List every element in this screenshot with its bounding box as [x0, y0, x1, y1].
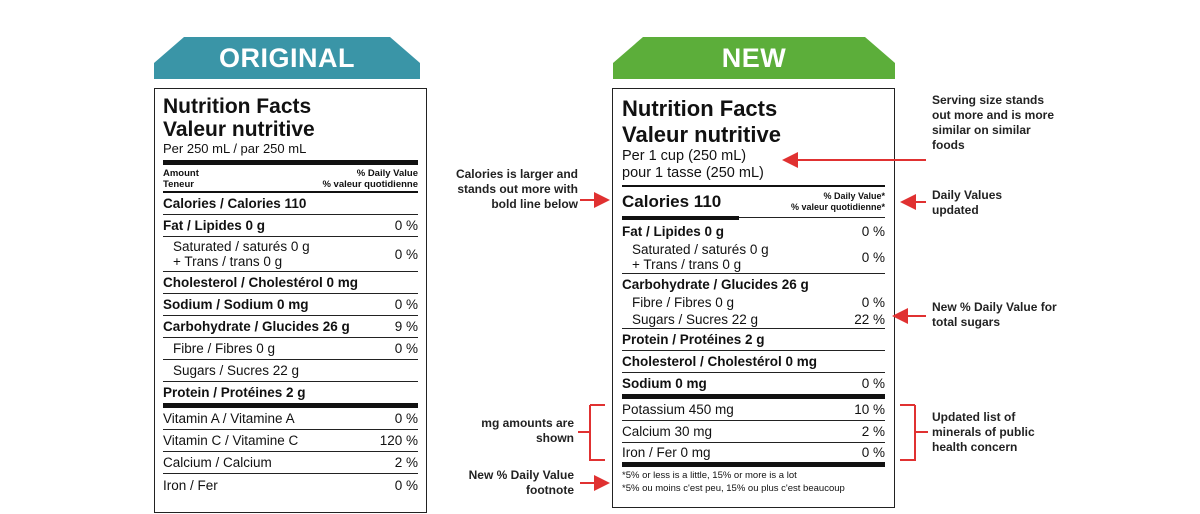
- new-row-iron: Iron / Fer 0 mg 0 %: [622, 443, 885, 467]
- original-calories: Calories / Calories 110: [163, 193, 418, 215]
- annotation-minerals: Updated list of minerals of public healt…: [932, 410, 1052, 455]
- original-nutrition-label: Nutrition Facts Valeur nutritive Per 250…: [154, 88, 427, 513]
- annotation-footnote: New % Daily Value footnote: [430, 468, 574, 498]
- new-serving-en: Per 1 cup (250 mL): [622, 148, 885, 165]
- new-serving-fr: pour 1 tasse (250 mL): [622, 165, 885, 187]
- new-title-fr: Valeur nutritive: [622, 122, 885, 148]
- new-footnote: *5% or less is a little, 15% or more is …: [622, 467, 885, 495]
- new-row-potassium: Potassium 450 mg 10 %: [622, 399, 885, 421]
- annotation-serving: Serving size stands out more and is more…: [932, 93, 1062, 153]
- original-row-vitamin-c: Vitamin C / Vitamine C 120 %: [163, 430, 418, 452]
- original-row-iron: Iron / Fer 0 %: [163, 474, 418, 496]
- annotation-dv: Daily Values updated: [932, 188, 1042, 218]
- original-row-calcium: Calcium / Calcium 2 %: [163, 452, 418, 474]
- new-row-saturated: Saturated / saturés 0 g + Trans / trans 0…: [622, 241, 885, 274]
- original-title-fr: Valeur nutritive: [163, 118, 418, 141]
- bracket-minerals-right: [900, 405, 915, 460]
- new-nutrition-label: Nutrition Facts Valeur nutritive Per 1 c…: [612, 88, 895, 508]
- annotation-calories: Calories is larger and stands out more w…: [450, 167, 578, 212]
- annotation-sugars: New % Daily Value for total sugars: [932, 300, 1072, 330]
- original-serving: Per 250 mL / par 250 mL: [163, 141, 418, 165]
- original-header-row: Amount Teneur % Daily Value% valeur quoti…: [163, 165, 418, 193]
- original-row-protein: Protein / Protéines 2 g: [163, 382, 418, 408]
- new-row-cholesterol: Cholesterol / Cholestérol 0 mg: [622, 351, 885, 373]
- new-row-protein: Protein / Protéines 2 g: [622, 329, 885, 351]
- original-row-sodium: Sodium / Sodium 0 mg 0 %: [163, 294, 418, 316]
- new-row-carbohydrate: Carbohydrate / Glucides 26 g: [622, 274, 885, 294]
- new-row-sugars: Sugars / Sucres 22 g 22 %: [622, 310, 885, 329]
- original-row-cholesterol: Cholesterol / Cholestérol 0 mg: [163, 272, 418, 294]
- original-row-sugars: Sugars / Sucres 22 g: [163, 360, 418, 382]
- new-calories-row: Calories 110 % Daily Value*% valeur quot…: [622, 187, 885, 218]
- bracket-mg-left: [590, 405, 605, 460]
- original-title-en: Nutrition Facts: [163, 95, 418, 118]
- original-banner: ORIGINAL: [154, 37, 420, 79]
- new-calories: Calories 110: [622, 192, 721, 212]
- new-banner: NEW: [613, 37, 895, 79]
- original-row-saturated: Saturated / saturés 0 g + Trans / trans 0…: [163, 237, 418, 272]
- new-row-calcium: Calcium 30 mg 2 %: [622, 421, 885, 443]
- new-row-sodium: Sodium 0 mg 0 %: [622, 373, 885, 399]
- new-title-en: Nutrition Facts: [622, 96, 885, 122]
- annotation-mg: mg amounts are shown: [470, 416, 574, 446]
- calories-bold-line: [622, 216, 739, 220]
